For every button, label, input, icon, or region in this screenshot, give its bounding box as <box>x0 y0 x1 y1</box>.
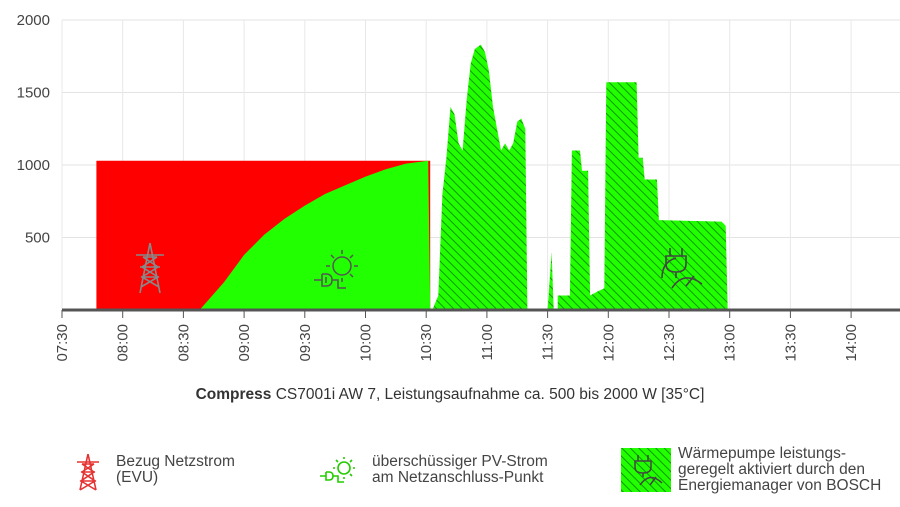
x-tick-label: 08:30 <box>175 324 192 362</box>
x-tick-label: 13:00 <box>722 324 739 362</box>
legend-grid-power-line1: Bezug Netzstrom <box>116 453 235 470</box>
legend-heat-pump-line3: Energiemanager von BOSCH <box>678 477 882 494</box>
x-tick-label: 12:00 <box>600 324 617 362</box>
legend-pv-icon <box>320 457 355 483</box>
pv-sun-plug-icon <box>314 250 358 289</box>
legend-grid-power-label: Bezug Netzstrom (EVU) <box>116 454 235 486</box>
area-chart: 500 1000 1500 2000 07:30 08:00 08:30 09:00 09:30… <box>17 12 900 362</box>
legend-grid-power-line2: (EVU) <box>116 469 159 486</box>
legend-pv-label: überschüssiger PV-Strom am Netzanschluss… <box>372 454 548 486</box>
x-tick-label: 07:30 <box>54 324 71 362</box>
y-tick-label: 1500 <box>17 85 50 102</box>
plug-gauge-icon <box>661 248 703 289</box>
legend-heat-pump-label: Wärmepumpe leistungs- geregelt aktiviert… <box>678 446 881 494</box>
x-tick-label: 09:30 <box>297 324 314 362</box>
x-tick-label: 13:30 <box>782 324 799 362</box>
legend-heat-pump-line1: Wärmepumpe leistungs- <box>678 445 846 462</box>
legend-heat-pump-icon <box>621 448 671 492</box>
legend-pv-line2: am Netzanschluss-Punkt <box>372 469 544 486</box>
caption-model: Compress <box>195 386 272 403</box>
y-tick-label: 1000 <box>17 157 50 174</box>
y-tick-label: 2000 <box>17 12 50 29</box>
x-tick-label: 11:00 <box>479 324 496 360</box>
y-tick-label: 500 <box>25 230 50 247</box>
x-tick-label: 10:00 <box>358 324 375 362</box>
x-tick-label: 10:30 <box>418 324 435 362</box>
legend-heat-pump-line2: geregelt aktiviert durch den <box>678 461 865 478</box>
x-tick-label: 08:00 <box>115 324 132 362</box>
x-tick-label: 09:00 <box>236 324 253 362</box>
x-tick-label: 14:00 <box>843 324 860 362</box>
legend-pylon-icon <box>77 453 99 491</box>
area-heat-pump <box>432 44 728 310</box>
chart-caption: Compress CS7001i AW 7, Leistungsaufnahme… <box>0 386 900 404</box>
power-pylon-icon <box>136 242 164 294</box>
caption-description: CS7001i AW 7, Leistungsaufnahme ca. 500 … <box>271 386 705 403</box>
area-pv-surplus <box>199 160 431 310</box>
x-tick-label: 11:30 <box>540 324 557 360</box>
legend-pv-line1: überschüssiger PV-Strom <box>372 453 548 470</box>
x-tick-label: 12:30 <box>661 324 678 362</box>
